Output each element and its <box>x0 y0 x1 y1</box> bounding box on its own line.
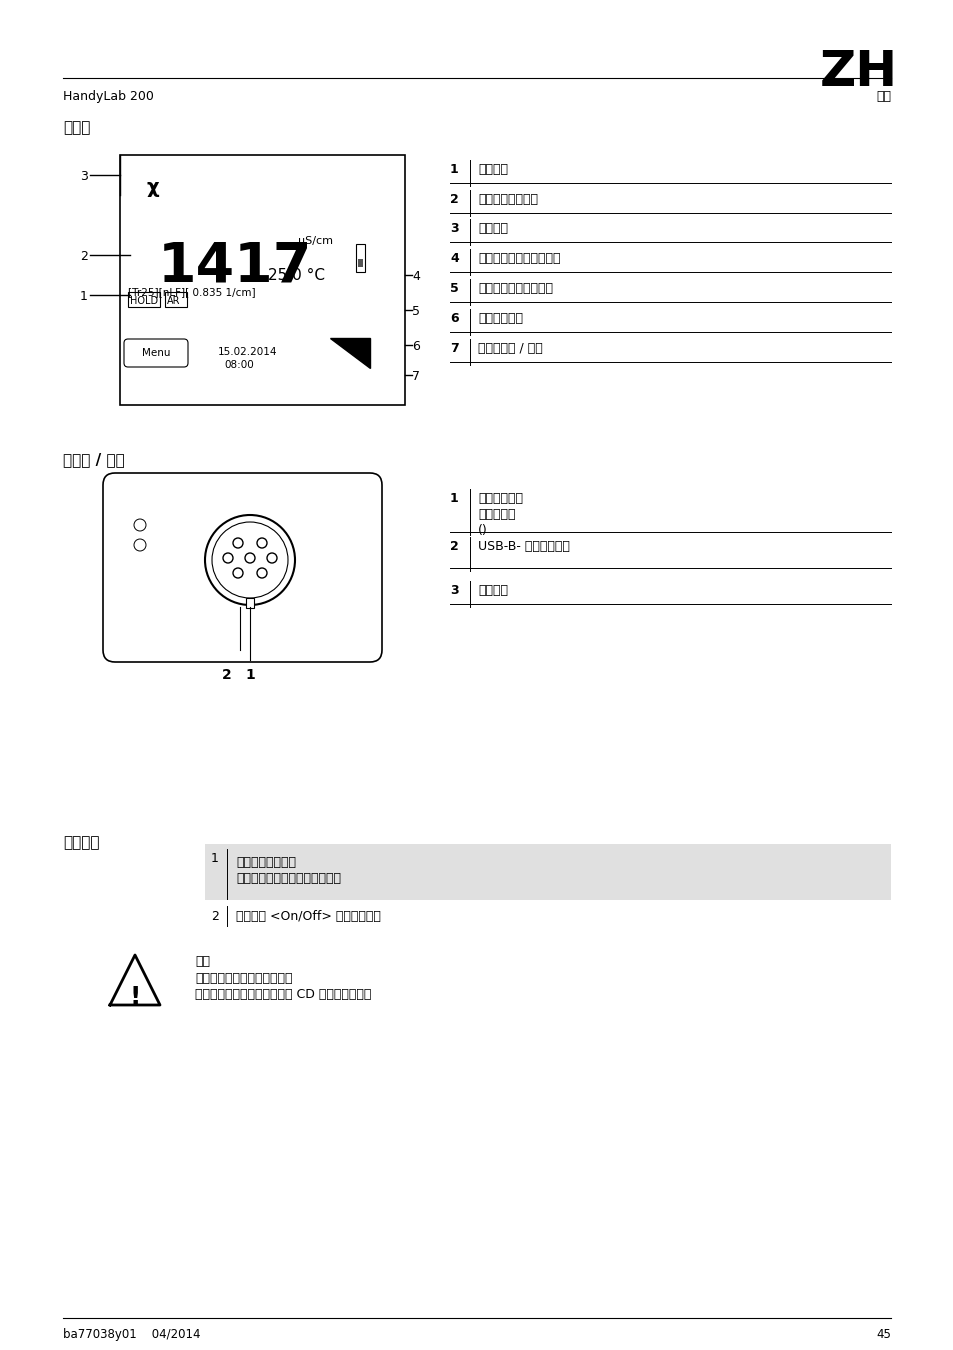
Text: !: ! <box>130 986 140 1008</box>
Text: 25.0 °C: 25.0 °C <box>268 269 325 284</box>
Text: 7: 7 <box>450 342 458 355</box>
Text: 4: 4 <box>412 270 419 284</box>
Text: ba77038y01    04/2014: ba77038y01 04/2014 <box>63 1328 200 1341</box>
Text: HandyLab 200: HandyLab 200 <box>63 90 153 103</box>
Text: 2: 2 <box>211 910 218 923</box>
Text: 1: 1 <box>450 491 458 505</box>
Bar <box>205 844 890 900</box>
Text: 保养接口: 保养接口 <box>477 585 507 597</box>
Bar <box>357 259 363 267</box>
Text: 7: 7 <box>412 370 419 383</box>
Bar <box>120 155 405 405</box>
Text: 1: 1 <box>80 290 88 302</box>
Text: (): () <box>477 524 487 537</box>
Text: 装入随附的电池。: 装入随附的电池。 <box>235 856 295 869</box>
Text: 5: 5 <box>412 305 419 319</box>
Text: [Tr25][nLF][ 0.835 1/cm]: [Tr25][nLF][ 0.835 1/cm] <box>128 288 255 297</box>
Text: 5: 5 <box>450 282 458 296</box>
Text: 15.02.2014: 15.02.2014 <box>218 347 277 356</box>
FancyBboxPatch shape <box>124 339 188 367</box>
Text: 1: 1 <box>450 163 458 176</box>
Text: 2: 2 <box>80 250 88 263</box>
Bar <box>165 292 187 306</box>
Text: 4: 4 <box>450 252 458 265</box>
Text: 按下按键 <On/Off> 接通测量仪。: 按下按键 <On/Off> 接通测量仪。 <box>235 910 380 923</box>
Bar <box>128 292 160 306</box>
Text: 其他状态信息: 其他状态信息 <box>477 312 522 325</box>
Text: 6: 6 <box>412 340 419 352</box>
Text: 状态信息: 状态信息 <box>477 163 507 176</box>
Text: 插口区 / 接口: 插口区 / 接口 <box>63 452 125 467</box>
Bar <box>355 244 365 271</box>
Text: 3: 3 <box>450 585 458 597</box>
Text: 2: 2 <box>222 668 232 682</box>
Text: 测量参数: 测量参数 <box>477 221 507 235</box>
Text: μS/cm: μS/cm <box>297 236 333 246</box>
Bar <box>246 598 253 608</box>
Text: 电导率测量仪: 电导率测量仪 <box>477 491 522 505</box>
Text: 传感器操作说明可以在随附的 CD 光盘中和找到。: 传感器操作说明可以在随附的 CD 光盘中和找到。 <box>194 988 371 1000</box>
Text: 中文: 中文 <box>875 90 890 103</box>
Text: 数字传感器: 数字传感器 <box>477 508 515 521</box>
Polygon shape <box>110 954 160 1004</box>
Text: HOLD: HOLD <box>130 296 158 306</box>
Text: Menu: Menu <box>142 348 170 358</box>
Text: 3: 3 <box>80 170 88 184</box>
Text: 2: 2 <box>450 540 458 553</box>
Text: 1417: 1417 <box>158 240 312 294</box>
FancyBboxPatch shape <box>103 472 381 662</box>
Text: 08:00: 08:00 <box>224 360 253 370</box>
Text: 温度测量值（含单位）: 温度测量值（含单位） <box>477 282 553 296</box>
Polygon shape <box>330 338 370 369</box>
Text: 注意所用传感器的安全提示。: 注意所用传感器的安全提示。 <box>194 972 293 986</box>
Text: ZH: ZH <box>820 49 897 96</box>
Text: 传感器图标（校准评估）: 传感器图标（校准评估） <box>477 252 560 265</box>
Text: 6: 6 <box>450 312 458 325</box>
Text: 2: 2 <box>450 193 458 207</box>
Text: AR: AR <box>167 296 180 306</box>
Text: 显示屏: 显示屏 <box>63 120 91 135</box>
Text: 软键和日期 / 时间: 软键和日期 / 时间 <box>477 342 542 355</box>
Text: 首次使用: 首次使用 <box>63 836 99 850</box>
Text: 45: 45 <box>875 1328 890 1341</box>
Text: 同时注意蓄电池极性是否正确。: 同时注意蓄电池极性是否正确。 <box>235 872 340 886</box>
Text: USB-B- 接口（装置）: USB-B- 接口（装置） <box>477 540 569 553</box>
Text: 1: 1 <box>211 852 218 865</box>
Text: 小心: 小心 <box>194 954 210 968</box>
Text: 1: 1 <box>245 668 254 682</box>
Text: 3: 3 <box>450 221 458 235</box>
Text: χ: χ <box>147 178 159 197</box>
Text: 测量值（含单位）: 测量值（含单位） <box>477 193 537 207</box>
